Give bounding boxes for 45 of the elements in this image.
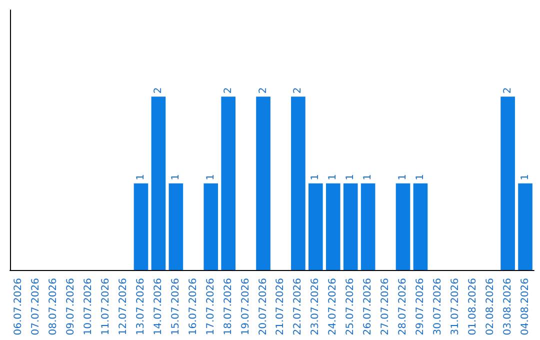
x-tick-label: 29.07.2026 [414, 278, 426, 336]
x-tick-label: 27.07.2026 [380, 278, 392, 336]
x-tick-label: 22.07.2026 [292, 278, 304, 336]
x-tick-label: 24.07.2026 [328, 278, 339, 336]
x-tick-label: 19.07.2026 [240, 278, 252, 336]
data-label: 1 [414, 174, 426, 180]
x-tick-label: 16.07.2026 [188, 278, 199, 336]
data-label: 1 [520, 174, 531, 180]
x-tick-label: 20.07.2026 [258, 278, 269, 336]
x-tick-label: 26.07.2026 [362, 278, 374, 336]
data-label: 1 [205, 174, 216, 180]
x-tick-label: 13.07.2026 [136, 278, 146, 336]
data-label: 1 [136, 174, 146, 180]
data-label: 2 [502, 87, 514, 94]
x-tick-label: 08.07.2026 [48, 278, 60, 336]
data-label: 1 [362, 174, 374, 180]
x-tick-label: 07.07.2026 [30, 278, 42, 336]
x-tick-label: 17.07.2026 [205, 278, 216, 336]
data-label: 1 [398, 174, 408, 180]
x-tick-label: 04.08.2026 [520, 278, 531, 336]
x-tick-label: 10.07.2026 [83, 278, 94, 336]
x-tick-label: 23.07.2026 [310, 278, 322, 336]
data-label: 1 [310, 174, 322, 180]
x-tick-label: 30.07.2026 [432, 278, 444, 336]
x-tick-label: 25.07.2026 [345, 278, 356, 336]
data-label: 1 [170, 174, 182, 180]
data-label: 2 [292, 87, 304, 94]
x-tick-label: 06.07.2026 [13, 278, 24, 336]
x-tick-label: 21.07.2026 [275, 278, 286, 336]
data-label: 2 [222, 87, 234, 94]
x-tick-label: 01.08.2026 [467, 278, 478, 336]
x-tick-label: 15.07.2026 [170, 278, 182, 336]
x-tick-label: 18.07.2026 [222, 278, 234, 336]
data-label: 2 [258, 87, 269, 94]
x-tick-label: 12.07.2026 [118, 278, 130, 336]
data-label: 2 [152, 87, 164, 94]
x-tick-label: 28.07.2026 [398, 278, 408, 336]
x-tick-label: 02.08.2026 [484, 278, 496, 336]
x-tick-label: 11.07.2026 [100, 278, 112, 336]
x-tick-label: 31.07.2026 [450, 278, 461, 336]
data-label: 1 [328, 174, 339, 180]
x-tick-label: 03.08.2026 [502, 278, 514, 336]
x-tick-label: 09.07.2026 [66, 278, 77, 336]
data-label: 1 [345, 174, 356, 180]
x-tick-label: 14.07.2026 [152, 278, 164, 336]
